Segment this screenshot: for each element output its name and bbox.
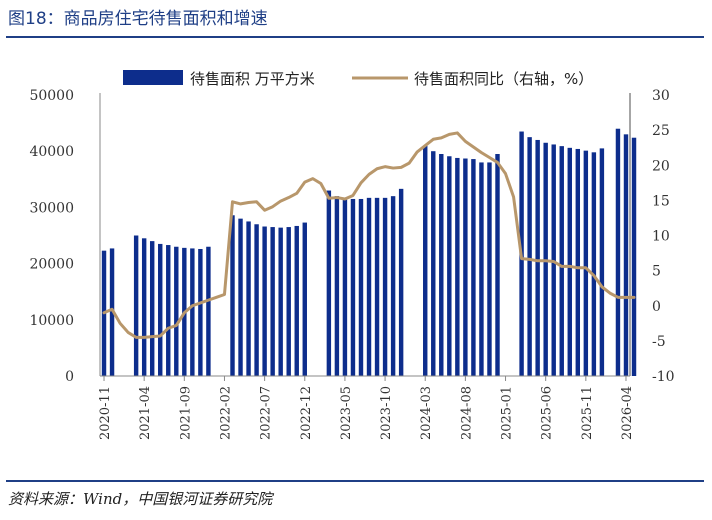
axes [99,93,631,377]
bar-2024-10 [479,162,484,376]
bar-2024-11 [487,162,492,376]
x-tick-label: 2020-11 [98,386,113,440]
x-tick-label: 2022-07 [259,386,274,440]
bar-2023-04 [334,196,340,376]
title-rule [6,36,704,38]
x-tick-label: 2025-06 [540,386,555,440]
bar-2021-08 [174,246,179,376]
bar-2024-05 [439,154,444,376]
bar-2022-09 [278,227,283,376]
x-tick-label: 2021-04 [138,386,153,440]
bar-2026-01 [599,148,605,376]
bar-series [101,128,637,376]
bar-2021-04 [141,238,147,376]
bar-2022-04 [238,218,243,376]
bar-2023-09 [374,197,380,376]
source-note: 资料来源：Wind，中国银河证券研究院 [8,490,273,508]
bar-2022-06 [254,224,259,376]
bar-2023-12 [398,188,404,376]
right-tick-label: -5 [652,334,666,350]
left-tick-label: 0 [65,369,74,385]
x-tick-label: 2023-10 [379,386,394,440]
right-tick-label: 10 [652,229,670,245]
yoy-line [102,131,636,339]
bar-2024-09 [471,159,476,376]
bar-2021-06 [158,243,163,376]
bar-2025-11 [583,150,589,376]
x-tick-label: 2022-12 [299,386,314,440]
bar-2023-10 [382,197,388,376]
bar-2021-03 [133,235,139,376]
x-tick-label: 2024-03 [419,386,434,440]
line-series [102,131,636,339]
x-tick-label: 2023-05 [339,386,354,440]
legend-bar-swatch [123,70,183,85]
bar-2024-08 [463,158,468,376]
legend: 待售面积 万平方米 待售面积同比（右轴，%） [123,70,593,88]
right-tick-label: 5 [652,264,661,280]
bar-2024-03 [423,145,428,376]
bar-2023-08 [366,197,372,376]
left-tick-label: 50000 [29,88,74,104]
bar-2022-11 [294,225,299,376]
bar-undefined [631,137,637,376]
bar-2025-04 [527,137,532,376]
bar-2022-12 [302,222,307,376]
bar-2022-05 [246,221,251,376]
x-tick-label: 2025-11 [580,386,595,440]
bar-2021-07 [166,245,171,376]
bar-2024-07 [455,157,460,376]
bar-2025-08 [559,146,564,376]
right-tick-label: -10 [652,369,675,385]
bar-2023-11 [390,196,396,376]
bar-2021-11 [198,248,203,376]
x-tick-label: 2026-04 [620,386,635,440]
bar-2021-10 [190,248,195,376]
left-tick-label: 10000 [29,313,74,329]
right-tick-label: 30 [652,88,670,104]
bar-2025-05 [535,139,540,376]
chart: 待售面积 万平方米 待售面积同比（右轴，%） 0 10000 20000 30000 40… [29,70,675,440]
bar-2023-03 [326,190,332,376]
bar-2021-12 [206,246,211,376]
bar-2022-08 [270,227,275,376]
right-axis-ticks: -10 -5 0 5 10 15 20 25 30 [652,88,675,385]
legend-line-label: 待售面积同比（右轴，%） [414,70,593,88]
right-tick-label: 20 [652,158,670,174]
bar-2023-07 [358,198,364,376]
bar-2025-10 [575,148,581,376]
right-tick-label: 15 [652,193,670,209]
bar-2023-05 [342,197,348,376]
x-tick-label: 2025-01 [500,386,515,440]
left-tick-label: 30000 [29,200,74,216]
bar-2022-10 [286,227,291,376]
legend-bar-label: 待售面积 万平方米 [190,70,315,88]
bar-2025-12 [591,152,597,376]
bar-2026-03 [615,128,621,376]
bar-2024-04 [431,151,436,376]
x-tick-label: 2021-09 [178,386,193,440]
bar-2021-05 [149,241,155,376]
bar-2024-06 [447,156,452,376]
bar-2022-03 [230,215,235,376]
x-tick-label: 2022-02 [218,386,233,440]
figure-title: 图18：商品房住宅待售面积和增速 [8,9,268,29]
bar-2023-06 [350,198,356,376]
x-tick-label: 2024-08 [459,386,474,440]
footer-rule [6,480,704,482]
left-tick-label: 20000 [29,257,74,273]
right-tick-label: 25 [652,123,670,139]
bar-2025-09 [567,147,572,376]
left-axis-ticks: 0 10000 20000 30000 40000 50000 [29,88,74,385]
bar-2022-07 [262,226,267,376]
bar-2024-12 [495,154,500,376]
right-tick-label: 0 [652,299,661,315]
bar-2026-04 [623,134,629,376]
x-axis-ticks: 2020-11 2021-04 2021-09 2022-02 2022-07 2022-… [98,376,635,440]
left-tick-label: 40000 [29,144,74,160]
